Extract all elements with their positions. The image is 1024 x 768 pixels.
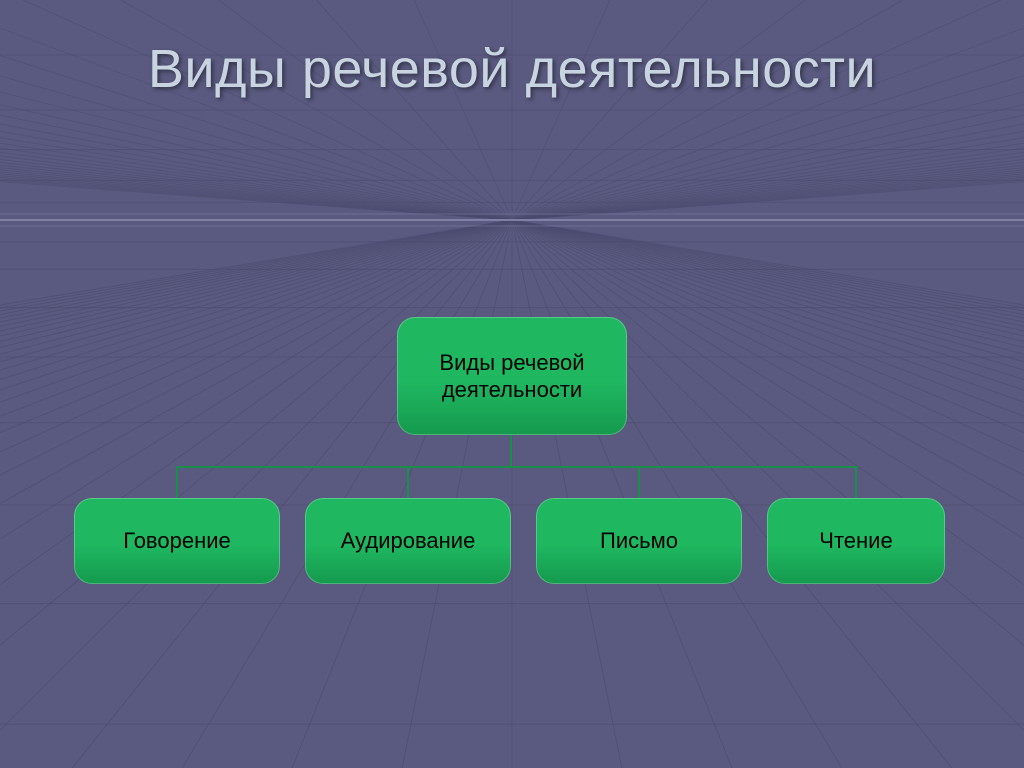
child-node-label: Аудирование bbox=[341, 527, 476, 555]
child-node: Говорение bbox=[74, 498, 280, 584]
root-node: Виды речевой деятельности bbox=[397, 317, 627, 435]
connector-drop bbox=[407, 467, 409, 498]
child-node: Чтение bbox=[767, 498, 945, 584]
child-node-label: Письмо bbox=[600, 527, 678, 555]
connector-drop bbox=[638, 467, 640, 498]
child-node: Аудирование bbox=[305, 498, 511, 584]
child-node: Письмо bbox=[536, 498, 742, 584]
root-node-label: Виды речевой деятельности bbox=[405, 349, 619, 404]
org-chart: Виды речевой деятельности Говорение Ауди… bbox=[0, 0, 1024, 768]
connector-trunk bbox=[510, 435, 512, 467]
connector-drop bbox=[855, 467, 857, 498]
child-node-label: Говорение bbox=[123, 527, 231, 555]
child-node-label: Чтение bbox=[819, 527, 892, 555]
slide-content: Виды речевой деятельности Виды речевой д… bbox=[0, 0, 1024, 768]
connector-drop bbox=[176, 467, 178, 498]
connector-hbar bbox=[177, 466, 858, 468]
